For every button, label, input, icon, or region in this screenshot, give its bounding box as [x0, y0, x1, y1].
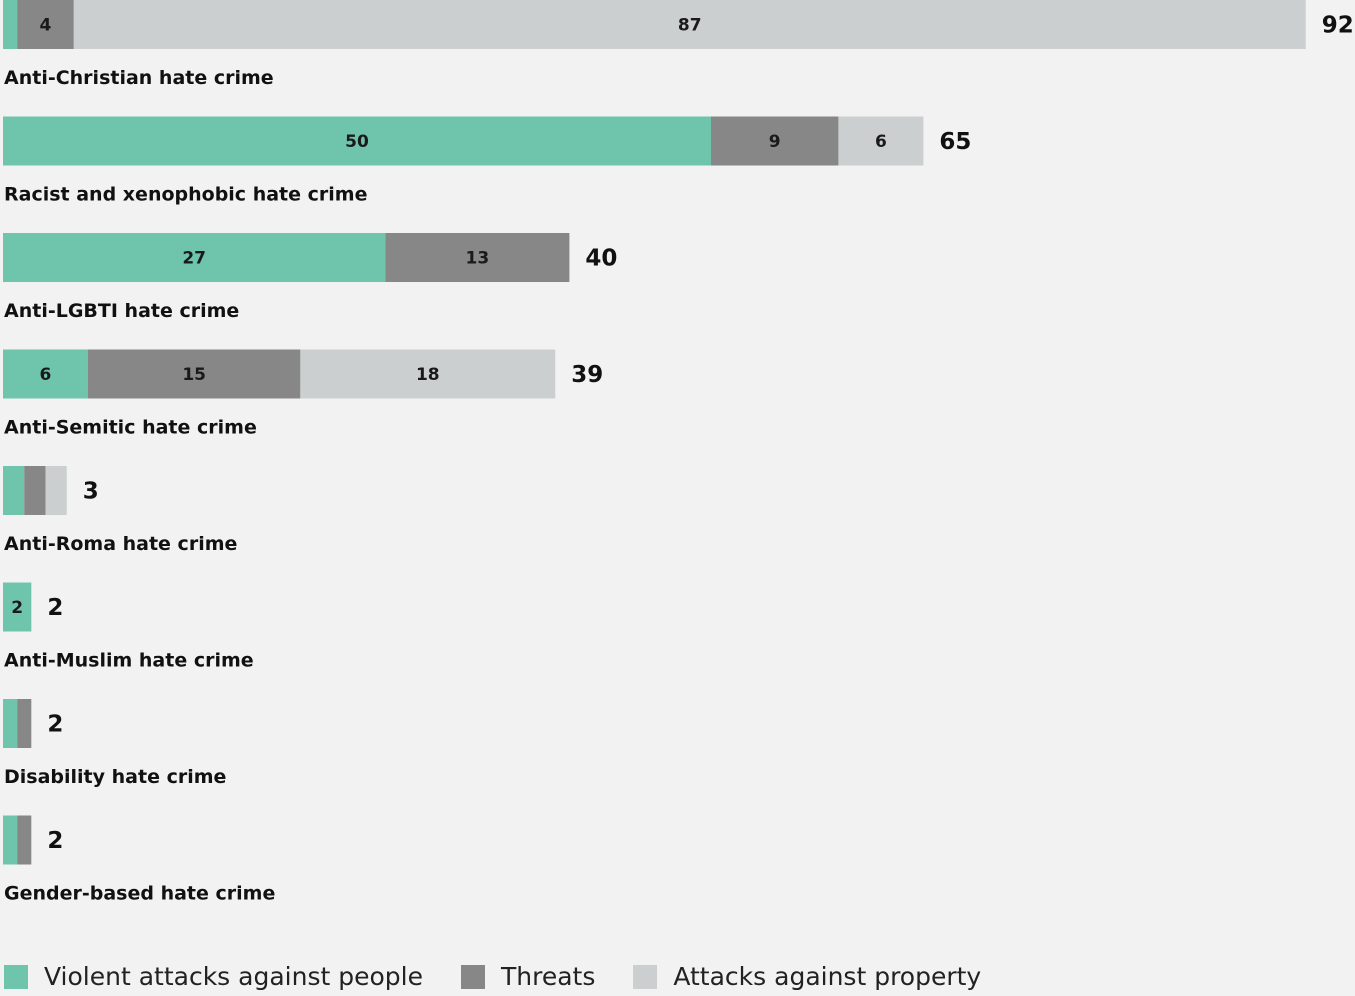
- bar-segment-violent: [3, 116, 711, 166]
- bar-segment-violent: [3, 349, 88, 399]
- legend: Violent attacks against people Threats A…: [4, 962, 1019, 991]
- bar-row: 50 9 6 65 Racist and xenophobic hate crime: [3, 116, 971, 206]
- legend-item-violent: Violent attacks against people: [4, 962, 423, 991]
- bar-total-label: 40: [585, 246, 617, 272]
- segment-value-label: 2: [11, 598, 23, 618]
- legend-swatch-property: [633, 964, 658, 989]
- legend-swatch-threats: [460, 964, 485, 989]
- bar-segment-threats: [24, 466, 46, 515]
- bar-segment-violent: [3, 466, 25, 515]
- segment-value-label: 18: [416, 365, 440, 385]
- segment-value-label: 13: [466, 249, 490, 269]
- segment-value-label: 9: [769, 132, 781, 152]
- category-label: Gender-based hate crime: [4, 883, 275, 905]
- bar-segment-threats: [385, 233, 570, 282]
- segment-value-label: 15: [182, 365, 206, 385]
- stacked-bar-chart: 4 87 92 Anti-Christian hate crime 50 9 6 65 Raci…: [3, 0, 1354, 905]
- segment-value-label: 27: [182, 249, 206, 269]
- bar-segment-violent: [3, 699, 18, 748]
- legend-item-threats: Threats: [460, 962, 596, 991]
- bar-total-label: 3: [83, 479, 99, 505]
- bar-segment-violent: [3, 0, 18, 49]
- bar-row: 2 Gender-based hate crime: [3, 815, 275, 905]
- category-label: Anti-LGBTI hate crime: [4, 300, 239, 322]
- bar-segment-property: [838, 116, 924, 166]
- legend-item-property: Attacks against property: [633, 962, 981, 991]
- bar-total-label: 92: [1322, 13, 1354, 39]
- legend-swatch-violent: [4, 964, 28, 989]
- legend-label-violent: Violent attacks against people: [44, 962, 423, 991]
- bar-segment-threats: [17, 699, 32, 748]
- bar-total-label: 2: [47, 712, 63, 738]
- category-label: Racist and xenophobic hate crime: [4, 184, 367, 206]
- bar-segment-violent: [3, 233, 386, 282]
- bar-segment-threats: [17, 0, 74, 49]
- bar-row: 2 2 Anti-Muslim hate crime: [3, 582, 254, 672]
- bar-segment-threats: [711, 116, 839, 166]
- bar-row: 3 Anti-Roma hate crime: [3, 466, 237, 555]
- category-label: Disability hate crime: [4, 766, 226, 788]
- category-label: Anti-Muslim hate crime: [4, 650, 254, 672]
- bar-total-label: 65: [939, 129, 971, 155]
- segment-value-label: 87: [678, 16, 702, 36]
- segment-value-label: 6: [40, 365, 52, 385]
- bar-total-label: 2: [47, 828, 63, 854]
- legend-label-property: Attacks against property: [673, 962, 982, 991]
- category-label: Anti-Semitic hate crime: [4, 417, 257, 439]
- bar-segment-property: [300, 349, 556, 399]
- bar-total-label: 2: [47, 595, 63, 621]
- bar-segment-threats: [17, 815, 32, 865]
- bar-segment-violent: [3, 582, 32, 632]
- segment-value-label: 4: [40, 16, 52, 36]
- segment-value-label: 6: [875, 132, 887, 152]
- legend-label-threats: Threats: [500, 962, 596, 991]
- bar-segment-property: [73, 0, 1306, 49]
- bar-row: 2 Disability hate crime: [3, 699, 226, 788]
- bar-segment-violent: [3, 815, 18, 865]
- category-label: Anti-Roma hate crime: [4, 533, 237, 555]
- bar-segment-property: [45, 466, 67, 515]
- bar-row: 27 13 40 Anti-LGBTI hate crime: [3, 233, 617, 322]
- bar-row: 6 15 18 39 Anti-Semitic hate crime: [3, 349, 603, 439]
- bar-row: 4 87 92 Anti-Christian hate crime: [3, 0, 1354, 89]
- segment-value-label: 50: [345, 132, 369, 152]
- bar-total-label: 39: [571, 362, 603, 388]
- category-label: Anti-Christian hate crime: [4, 67, 274, 89]
- bar-segment-threats: [87, 349, 301, 399]
